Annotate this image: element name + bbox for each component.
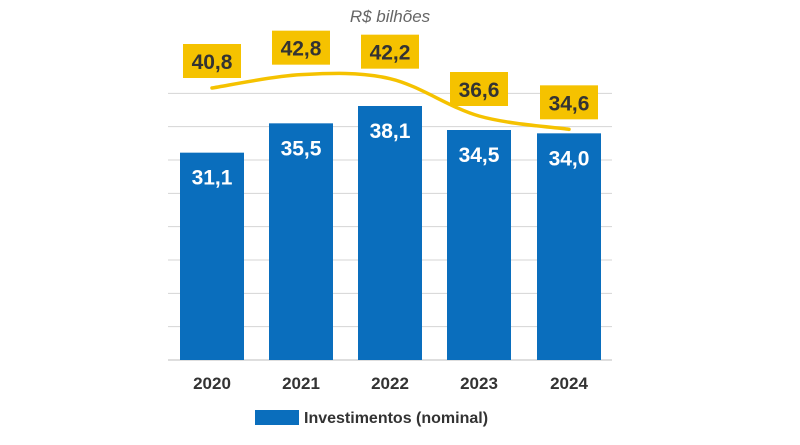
bar-2022 <box>358 106 422 360</box>
line-value-box-2024 <box>540 85 598 120</box>
legend-label-investimentos: Investimentos (nominal) <box>304 410 488 427</box>
line-value-label-2020: 40,8 <box>192 51 233 74</box>
line-value-label-2021: 42,8 <box>281 38 322 61</box>
bar-value-label-2022: 38,1 <box>370 120 411 143</box>
line-path <box>210 71 571 132</box>
bar-2024 <box>537 133 601 360</box>
line-series <box>210 71 571 132</box>
data-labels: 31,1 35,5 38,1 34,5 34,0 40,8 42,8 42,2 36,6 34,6 <box>183 30 598 190</box>
x-tick-2022: 2022 <box>371 374 409 393</box>
line-value-box-2023 <box>450 72 508 106</box>
bar-2020 <box>180 152 244 360</box>
line-value-box-2020 <box>183 44 241 78</box>
line-value-box-2021 <box>272 30 330 65</box>
bar-value-label-2021: 35,5 <box>281 137 322 160</box>
line-value-box-2022 <box>361 34 419 69</box>
line-value-label-2023: 36,6 <box>459 79 500 102</box>
bar-value-label-2024: 34,0 <box>549 147 590 170</box>
bar-2021 <box>269 123 333 360</box>
x-axis-ticks: 2020 2021 2022 2023 2024 <box>193 374 588 393</box>
bar-value-label-2020: 31,1 <box>192 167 233 190</box>
bar-2023 <box>447 130 511 360</box>
legend-swatch-investimentos <box>255 410 299 425</box>
x-tick-2021: 2021 <box>282 374 320 393</box>
bar-value-label-2023: 34,5 <box>459 144 500 167</box>
x-tick-2023: 2023 <box>460 374 498 393</box>
x-tick-2024: 2024 <box>550 374 588 393</box>
bars <box>180 106 601 360</box>
legend: Investimentos (nominal) <box>255 410 488 427</box>
x-tick-2020: 2020 <box>193 374 231 393</box>
unit-label: R$ bilhões <box>350 7 431 26</box>
line-value-label-2024: 34,6 <box>549 92 590 115</box>
line-value-label-2022: 42,2 <box>370 42 411 65</box>
